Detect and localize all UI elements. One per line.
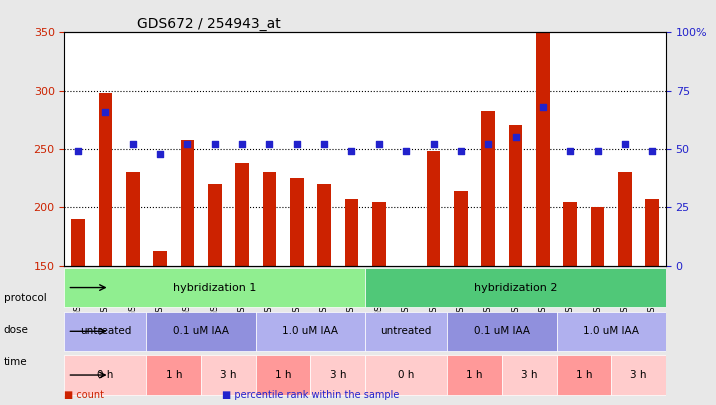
Text: 3 h: 3 h bbox=[329, 370, 346, 380]
Bar bbox=[290, 178, 304, 266]
Bar bbox=[400, 266, 413, 281]
Text: protocol: protocol bbox=[4, 293, 47, 303]
Text: 3 h: 3 h bbox=[521, 370, 538, 380]
Text: time: time bbox=[4, 358, 27, 367]
FancyBboxPatch shape bbox=[256, 355, 311, 395]
Text: 0.1 uM IAA: 0.1 uM IAA bbox=[173, 326, 229, 336]
FancyBboxPatch shape bbox=[556, 311, 666, 351]
Point bbox=[319, 141, 330, 147]
Point bbox=[155, 151, 166, 157]
Bar bbox=[481, 111, 495, 266]
Text: 0 h: 0 h bbox=[398, 370, 415, 380]
Bar bbox=[563, 202, 577, 266]
Point bbox=[100, 109, 111, 115]
Text: 1 h: 1 h bbox=[576, 370, 592, 380]
Text: dose: dose bbox=[4, 325, 29, 335]
Point bbox=[564, 148, 576, 155]
Bar bbox=[99, 93, 112, 266]
Point bbox=[72, 148, 84, 155]
Text: 1 h: 1 h bbox=[275, 370, 291, 380]
Point bbox=[209, 141, 221, 147]
FancyBboxPatch shape bbox=[311, 355, 365, 395]
Point bbox=[537, 104, 548, 110]
Text: hybridization 1: hybridization 1 bbox=[173, 283, 256, 292]
Bar bbox=[236, 163, 249, 266]
FancyBboxPatch shape bbox=[147, 355, 201, 395]
Point bbox=[291, 141, 303, 147]
FancyBboxPatch shape bbox=[502, 355, 556, 395]
Bar bbox=[372, 202, 386, 266]
Point bbox=[373, 141, 384, 147]
Text: 0.1 uM IAA: 0.1 uM IAA bbox=[474, 326, 530, 336]
Text: untreated: untreated bbox=[380, 326, 432, 336]
Point bbox=[127, 141, 138, 147]
FancyBboxPatch shape bbox=[64, 268, 365, 307]
Point bbox=[455, 148, 467, 155]
Text: hybridization 2: hybridization 2 bbox=[474, 283, 557, 292]
Text: 3 h: 3 h bbox=[221, 370, 237, 380]
FancyBboxPatch shape bbox=[147, 311, 256, 351]
Bar bbox=[180, 140, 194, 266]
FancyBboxPatch shape bbox=[448, 355, 502, 395]
Bar bbox=[427, 151, 440, 266]
Point bbox=[346, 148, 357, 155]
Text: 3 h: 3 h bbox=[630, 370, 647, 380]
FancyBboxPatch shape bbox=[365, 311, 448, 351]
FancyBboxPatch shape bbox=[556, 355, 611, 395]
Bar bbox=[317, 184, 331, 266]
Point bbox=[647, 148, 658, 155]
Point bbox=[592, 148, 604, 155]
FancyBboxPatch shape bbox=[64, 311, 147, 351]
Text: untreated: untreated bbox=[79, 326, 131, 336]
Text: GDS672 / 254943_at: GDS672 / 254943_at bbox=[137, 17, 281, 31]
Text: 0 h: 0 h bbox=[97, 370, 114, 380]
Text: 1.0 uM IAA: 1.0 uM IAA bbox=[283, 326, 339, 336]
Point bbox=[236, 141, 248, 147]
Point bbox=[483, 141, 494, 147]
Point bbox=[427, 141, 439, 147]
Text: 1 h: 1 h bbox=[466, 370, 483, 380]
Bar bbox=[618, 173, 632, 266]
FancyBboxPatch shape bbox=[256, 311, 365, 351]
Bar bbox=[126, 173, 140, 266]
Point bbox=[263, 141, 275, 147]
Text: 1 h: 1 h bbox=[165, 370, 182, 380]
Bar bbox=[263, 173, 276, 266]
Point bbox=[510, 134, 521, 141]
Bar bbox=[591, 207, 604, 266]
FancyBboxPatch shape bbox=[64, 355, 147, 395]
Point bbox=[619, 141, 631, 147]
Text: ■ count: ■ count bbox=[64, 390, 105, 400]
FancyBboxPatch shape bbox=[611, 355, 666, 395]
FancyBboxPatch shape bbox=[365, 268, 666, 307]
FancyBboxPatch shape bbox=[448, 311, 556, 351]
Text: 1.0 uM IAA: 1.0 uM IAA bbox=[584, 326, 639, 336]
Bar bbox=[508, 125, 523, 266]
Bar bbox=[645, 199, 659, 266]
Bar bbox=[344, 199, 358, 266]
Bar bbox=[536, 32, 550, 266]
FancyBboxPatch shape bbox=[365, 355, 448, 395]
Text: ■ percentile rank within the sample: ■ percentile rank within the sample bbox=[222, 390, 400, 400]
Bar bbox=[72, 219, 85, 266]
Point bbox=[400, 148, 412, 155]
Bar bbox=[153, 251, 167, 266]
FancyBboxPatch shape bbox=[201, 355, 256, 395]
Point bbox=[182, 141, 193, 147]
Bar bbox=[208, 184, 222, 266]
Bar bbox=[454, 191, 468, 266]
